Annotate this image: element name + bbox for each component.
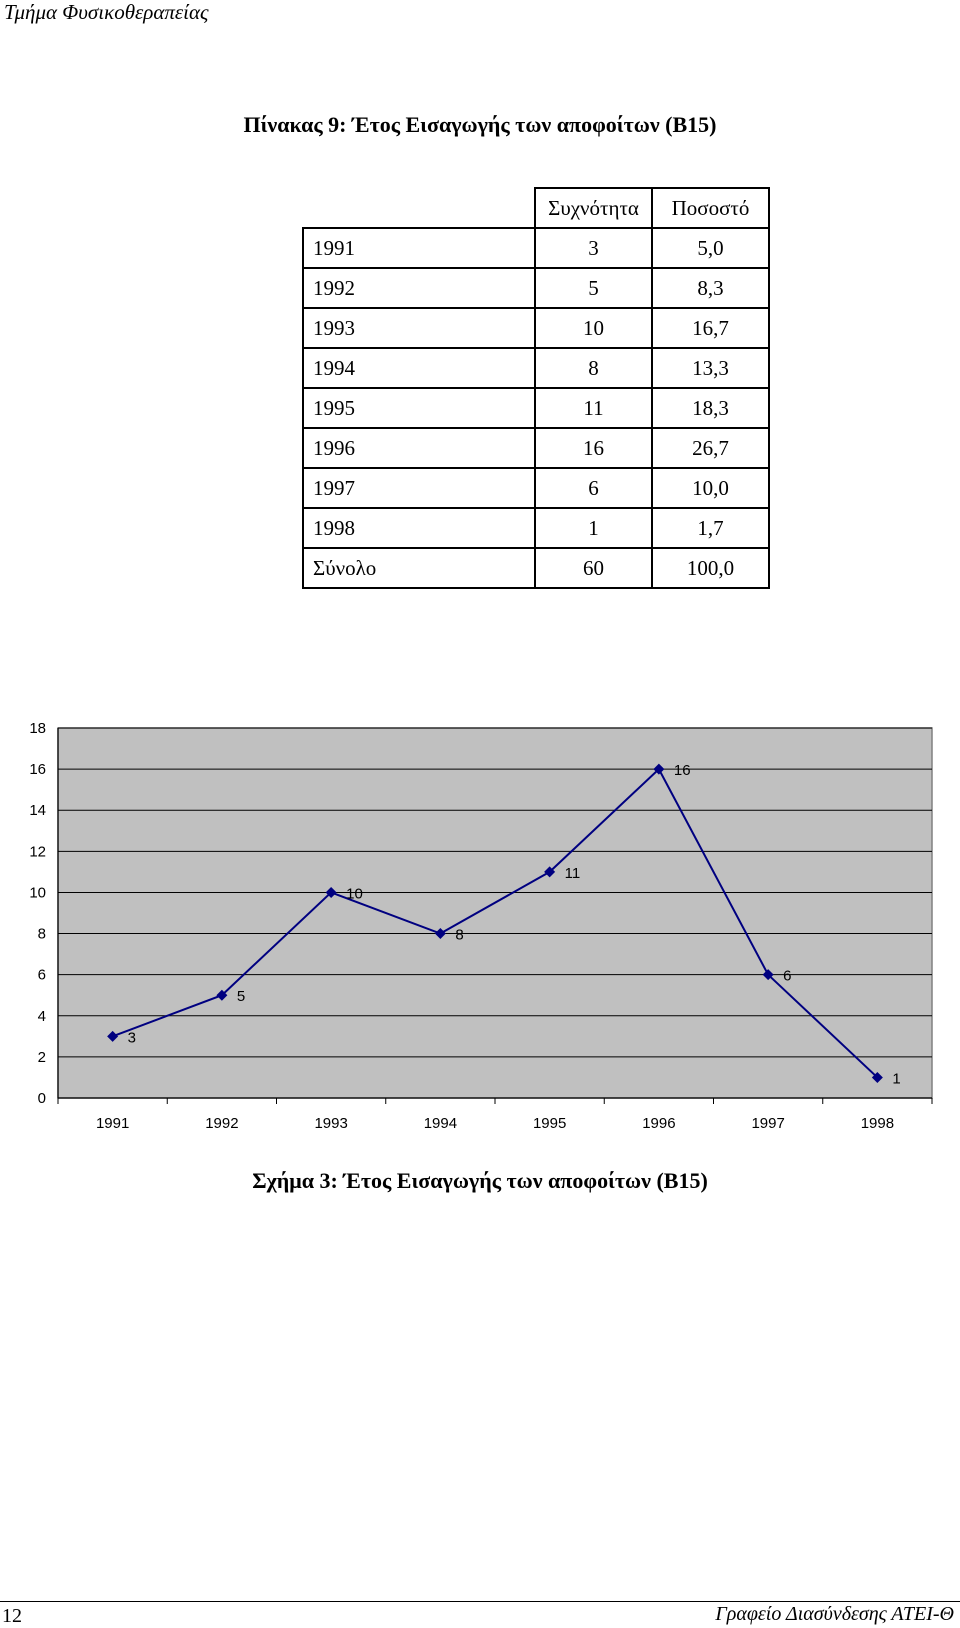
data-point-marker (434, 928, 446, 940)
table-row: 1992 5 8,3 (302, 267, 770, 309)
x-tick-label: 1993 (314, 1115, 347, 1130)
y-tick-label: 14 (29, 802, 46, 819)
table-cell-total-frequency: 60 (534, 547, 653, 589)
data-point-marker (325, 886, 337, 898)
table-cell-frequency: 1 (534, 507, 653, 549)
table-cell-frequency: 6 (534, 467, 653, 509)
x-tick-label: 1995 (533, 1115, 566, 1130)
plot-area (57, 727, 933, 1099)
y-tick-label: 18 (29, 720, 46, 737)
table-cell-total-percent: 100,0 (651, 547, 770, 589)
x-tick-label: 1994 (424, 1115, 457, 1130)
table-cell-frequency: 11 (534, 387, 653, 429)
data-label: 5 (237, 988, 245, 1005)
footer-divider (0, 1601, 960, 1602)
data-point-marker (107, 1030, 119, 1042)
data-label: 16 (674, 762, 691, 779)
table-title: Πίνακας 9: Έτος Εισαγωγής των αποφοίτων … (243, 112, 717, 137)
table-cell-frequency: 5 (534, 267, 653, 309)
data-point-marker (762, 969, 774, 981)
table-cell-percent: 26,7 (651, 427, 770, 469)
table-cell-percent: 13,3 (651, 347, 770, 389)
table-cell-frequency: 16 (534, 427, 653, 469)
table-cell-percent: 1,7 (651, 507, 770, 549)
figure-caption: Σχήμα 3: Έτος Εισαγωγής των αποφοίτων (Β… (252, 1168, 708, 1193)
table-cell-year: 1991 (302, 227, 536, 269)
y-tick-label: 10 (29, 884, 46, 901)
data-label: 3 (128, 1029, 136, 1046)
table-cell-percent: 5,0 (651, 227, 770, 269)
table-cell-year: 1998 (302, 507, 536, 549)
table-cell-year: 1993 (302, 307, 536, 349)
table-cell-year: 1996 (302, 427, 536, 469)
y-tick-label: 8 (38, 926, 46, 943)
table-row: 1994 8 13,3 (302, 347, 770, 389)
series-line (112, 767, 879, 1079)
table-header-cell: Συχνότητα (534, 187, 653, 229)
table-row: 1998 1 1,7 (302, 507, 770, 549)
x-tick-label: 1991 (96, 1115, 129, 1130)
table-cell-frequency: 8 (534, 347, 653, 389)
table-cell-frequency: 3 (534, 227, 653, 269)
page-header-department: Τμήμα Φυσικοθεραπείας (4, 0, 209, 24)
page-number: 12 (2, 1605, 22, 1627)
table-cell-year: 1997 (302, 467, 536, 509)
table-row: 1996 16 26,7 (302, 427, 770, 469)
table-cell-year: 1994 (302, 347, 536, 389)
table-row: 1991 3 5,0 (302, 227, 770, 269)
data-label: 8 (455, 927, 463, 944)
data-point-marker (544, 866, 556, 878)
y-tick-label: 16 (29, 761, 46, 778)
table-row-total: Σύνολο 60 100,0 (302, 547, 770, 589)
y-tick-label: 0 (38, 1090, 46, 1107)
frequency-table: Συχνότητα Ποσοστό 1991 3 5,0 1992 5 8,3 … (302, 187, 770, 589)
footer-office: Γραφείο Διασύνδεσης ΑΤΕΙ-Θ (715, 1603, 954, 1625)
data-label: 1 (892, 1070, 900, 1087)
x-tick-label: 1997 (751, 1115, 784, 1130)
x-tick-label: 1998 (861, 1115, 894, 1130)
y-tick-label: 4 (38, 1008, 46, 1025)
x-tick-label: 1992 (205, 1115, 238, 1130)
table-cell-percent: 16,7 (651, 307, 770, 349)
x-tick-label: 1996 (642, 1115, 675, 1130)
table-cell-year: 1995 (302, 387, 536, 429)
data-point-marker (653, 763, 665, 775)
table-row: 1993 10 16,7 (302, 307, 770, 349)
table-cell-percent: 18,3 (651, 387, 770, 429)
data-point-marker (871, 1071, 883, 1083)
y-tick-label: 12 (29, 843, 46, 860)
table-cell-total-label: Σύνολο (302, 547, 536, 589)
table-cell-percent: 10,0 (651, 467, 770, 509)
table-row: 1997 6 10,0 (302, 467, 770, 509)
y-tick-label: 2 (38, 1049, 46, 1066)
table-cell-year: 1992 (302, 267, 536, 309)
table-row: 1995 11 18,3 (302, 387, 770, 429)
data-label: 6 (783, 968, 791, 985)
y-tick-label: 6 (38, 967, 46, 984)
table-header-cell: Ποσοστό (651, 187, 770, 229)
table-cell-percent: 8,3 (651, 267, 770, 309)
table-header-cell (303, 188, 536, 229)
data-label: 10 (346, 885, 363, 902)
data-point-marker (216, 989, 228, 1001)
data-label: 11 (565, 865, 581, 882)
table-cell-frequency: 10 (534, 307, 653, 349)
table-header-row: Συχνότητα Ποσοστό (303, 187, 770, 229)
